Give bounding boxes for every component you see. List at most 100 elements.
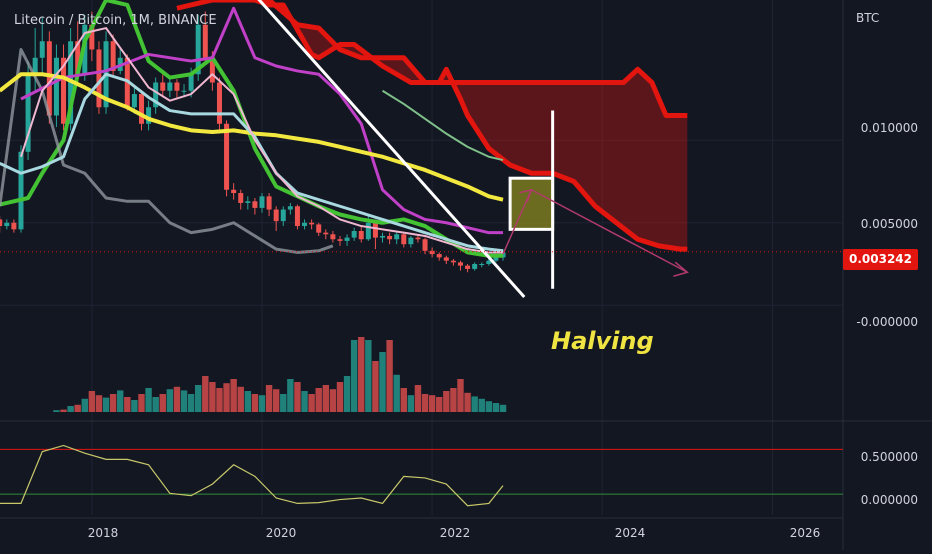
ma-line-7 — [0, 72, 504, 253]
candle-body — [89, 24, 95, 50]
candle-body — [4, 222, 10, 227]
candle-body — [273, 209, 279, 222]
candle-body — [380, 235, 386, 238]
volume-bar — [109, 394, 117, 412]
candle-body — [436, 254, 442, 258]
volume-bar — [280, 394, 287, 412]
volume-bar — [272, 389, 280, 412]
volume-bar — [358, 337, 365, 412]
candle-body — [309, 222, 315, 225]
candle-body — [465, 265, 471, 269]
volume-bar — [202, 376, 209, 412]
volume-bar — [315, 388, 322, 412]
candle-body — [344, 237, 350, 241]
volume-bar — [102, 397, 110, 412]
volume-bar — [414, 385, 422, 412]
price-axis-label-2: -0.000000 — [856, 315, 918, 329]
volume-bar — [60, 409, 67, 412]
candle-body — [53, 57, 59, 116]
volume-bar — [464, 392, 471, 412]
volume-bar — [436, 397, 443, 412]
candle-body — [238, 193, 244, 203]
volume-bar — [450, 388, 457, 412]
candle-body — [493, 257, 499, 261]
volume-bar — [195, 385, 202, 412]
volume-bar — [308, 394, 315, 412]
volume-bar — [343, 376, 351, 412]
candle-body — [365, 222, 371, 240]
candle-body — [138, 94, 144, 124]
candle-body — [224, 123, 230, 190]
candle-body — [75, 41, 81, 75]
volume-bar — [287, 379, 294, 412]
volume-bar — [294, 382, 301, 412]
candle-body — [181, 90, 187, 92]
candle-body — [202, 24, 208, 58]
volume-bar — [187, 394, 195, 412]
candle-body — [372, 222, 378, 238]
candle-body — [18, 151, 24, 230]
chart-title: Litecoin / Bitcoin, 1M, BINANCE — [14, 13, 217, 28]
current-price-badge: 0.003242 — [843, 249, 918, 270]
candle-body — [216, 82, 222, 124]
volume-bar — [251, 394, 259, 412]
candle-body — [450, 260, 456, 263]
candle-body — [209, 57, 215, 83]
candle-body — [479, 264, 485, 265]
candle-body — [294, 206, 300, 227]
candle-body — [358, 231, 364, 240]
volume-bar — [124, 397, 131, 412]
candle-body — [245, 201, 251, 203]
price-unit-label: BTC — [856, 11, 880, 25]
candle-body — [408, 237, 414, 245]
halving-annotation: Halving — [551, 327, 654, 355]
candle-body — [0, 219, 3, 227]
candle-body — [146, 107, 152, 124]
candle-body — [231, 189, 237, 194]
candle-body — [302, 222, 308, 227]
oscillator-line — [0, 444, 504, 507]
volume-bar — [131, 400, 138, 412]
candle-body — [387, 235, 393, 240]
oscillator-axis-label-1: 0.000000 — [860, 493, 918, 507]
volume-bar — [428, 395, 436, 412]
candle-body — [415, 237, 421, 240]
candle-body — [486, 260, 492, 264]
time-axis-label-2020: 2020 — [265, 526, 297, 540]
candle-body — [457, 262, 463, 266]
candle-body — [11, 222, 17, 230]
time-axis-label-2024: 2024 — [614, 526, 646, 540]
volume-bar — [53, 410, 60, 412]
candle-body — [287, 206, 293, 210]
volume-bar — [471, 396, 478, 412]
ma-line-5 — [0, 72, 504, 202]
candle-body — [61, 57, 67, 124]
volume-bar — [95, 395, 103, 412]
projection-arrowhead-end — [673, 261, 689, 277]
candle-body — [316, 224, 322, 233]
candle-body — [160, 82, 166, 91]
volume-bar — [159, 394, 166, 412]
candle-body — [25, 74, 31, 152]
candle-body — [401, 234, 407, 245]
volume-bar — [180, 390, 188, 412]
candle-body — [46, 41, 52, 116]
volume-bar — [485, 401, 493, 412]
candle-body — [280, 209, 286, 222]
volume-bar — [393, 374, 400, 412]
ma-line-6 — [381, 89, 504, 162]
volume-bar — [117, 390, 124, 412]
volume-bar — [386, 340, 393, 412]
candle-body — [110, 41, 116, 71]
volume-bar — [499, 404, 507, 412]
ma-line-1 — [233, 0, 688, 118]
candle-body — [351, 231, 357, 238]
price-axis-label-0: 0.010000 — [860, 121, 918, 135]
volume-bar — [244, 391, 252, 412]
volume-bar — [216, 388, 223, 412]
volume-bar — [407, 395, 415, 412]
volume-bar — [223, 383, 230, 412]
candle-body — [32, 57, 38, 75]
